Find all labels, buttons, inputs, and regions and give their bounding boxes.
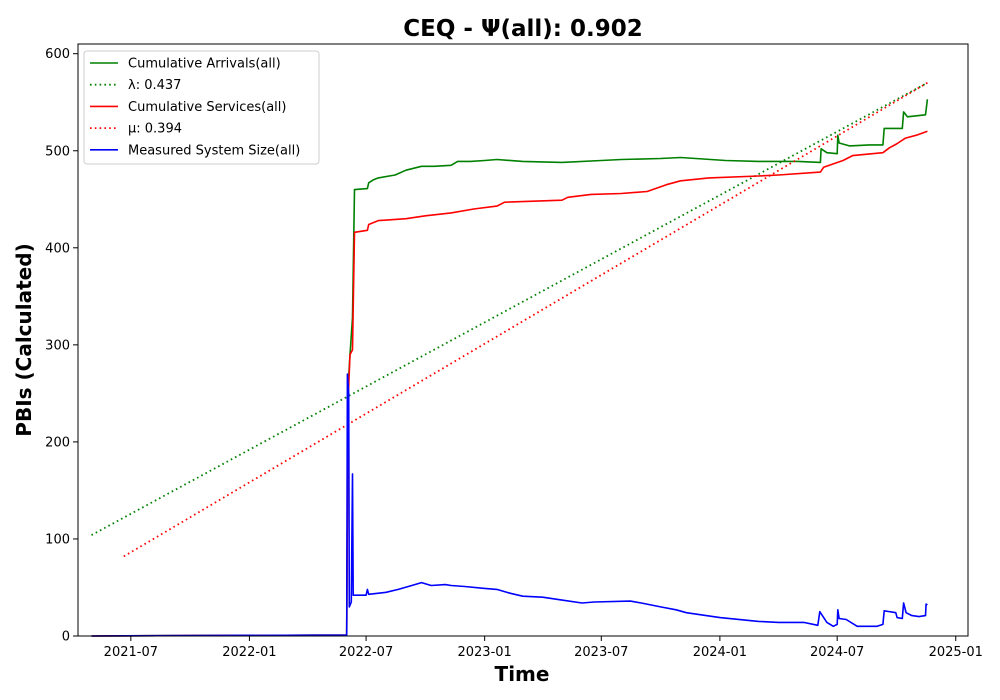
series-line-3 <box>91 130 928 637</box>
chart-title: CEQ - Ψ(all): 0.902 <box>403 16 643 42</box>
series-line-2 <box>91 82 928 536</box>
y-axis-label: PBIs (Calculated) <box>12 243 36 436</box>
plot-area <box>91 82 929 637</box>
plot-frame <box>77 43 969 637</box>
x-tick-label: 2022-01 <box>222 645 276 660</box>
x-tick-label: 2021-07 <box>104 645 158 660</box>
series-line-1 <box>91 99 929 637</box>
series-line-5 <box>91 373 928 637</box>
y-tick-label: 100 <box>45 532 70 547</box>
x-tick-label: 2024-07 <box>810 645 864 660</box>
series-line-4 <box>123 82 928 558</box>
x-tick-label: 2024-01 <box>693 645 747 660</box>
legend-label-3: Cumulative Services(all) <box>128 100 286 115</box>
legend-label-1: Cumulative Arrivals(all) <box>128 57 281 72</box>
legend-label-2: λ: 0.437 <box>128 78 181 93</box>
x-tick-label: 2023-07 <box>574 645 628 660</box>
x-tick-label: 2025-01 <box>929 645 983 660</box>
y-tick-label: 500 <box>45 144 70 159</box>
legend-label-5: Measured System Size(all) <box>128 143 300 158</box>
x-tick-label: 2022-07 <box>339 645 393 660</box>
legend-box <box>83 50 320 165</box>
x-axis-label: Time <box>495 662 550 686</box>
y-tick-label: 400 <box>45 241 70 256</box>
y-tick-label: 200 <box>45 435 70 450</box>
y-tick-label: 300 <box>45 338 70 353</box>
axes: 2021-07 2022-01 2022-07 2023-01 2023-07 2024-… <box>45 47 983 660</box>
x-tick-label: 2023-01 <box>457 645 511 660</box>
y-tick-label: 0 <box>62 630 70 645</box>
legend: Cumulative Arrivals(all) λ: 0.437 Cumulati… <box>83 50 320 165</box>
legend-label-4: μ: 0.394 <box>128 122 182 137</box>
y-tick-label: 600 <box>45 47 70 62</box>
